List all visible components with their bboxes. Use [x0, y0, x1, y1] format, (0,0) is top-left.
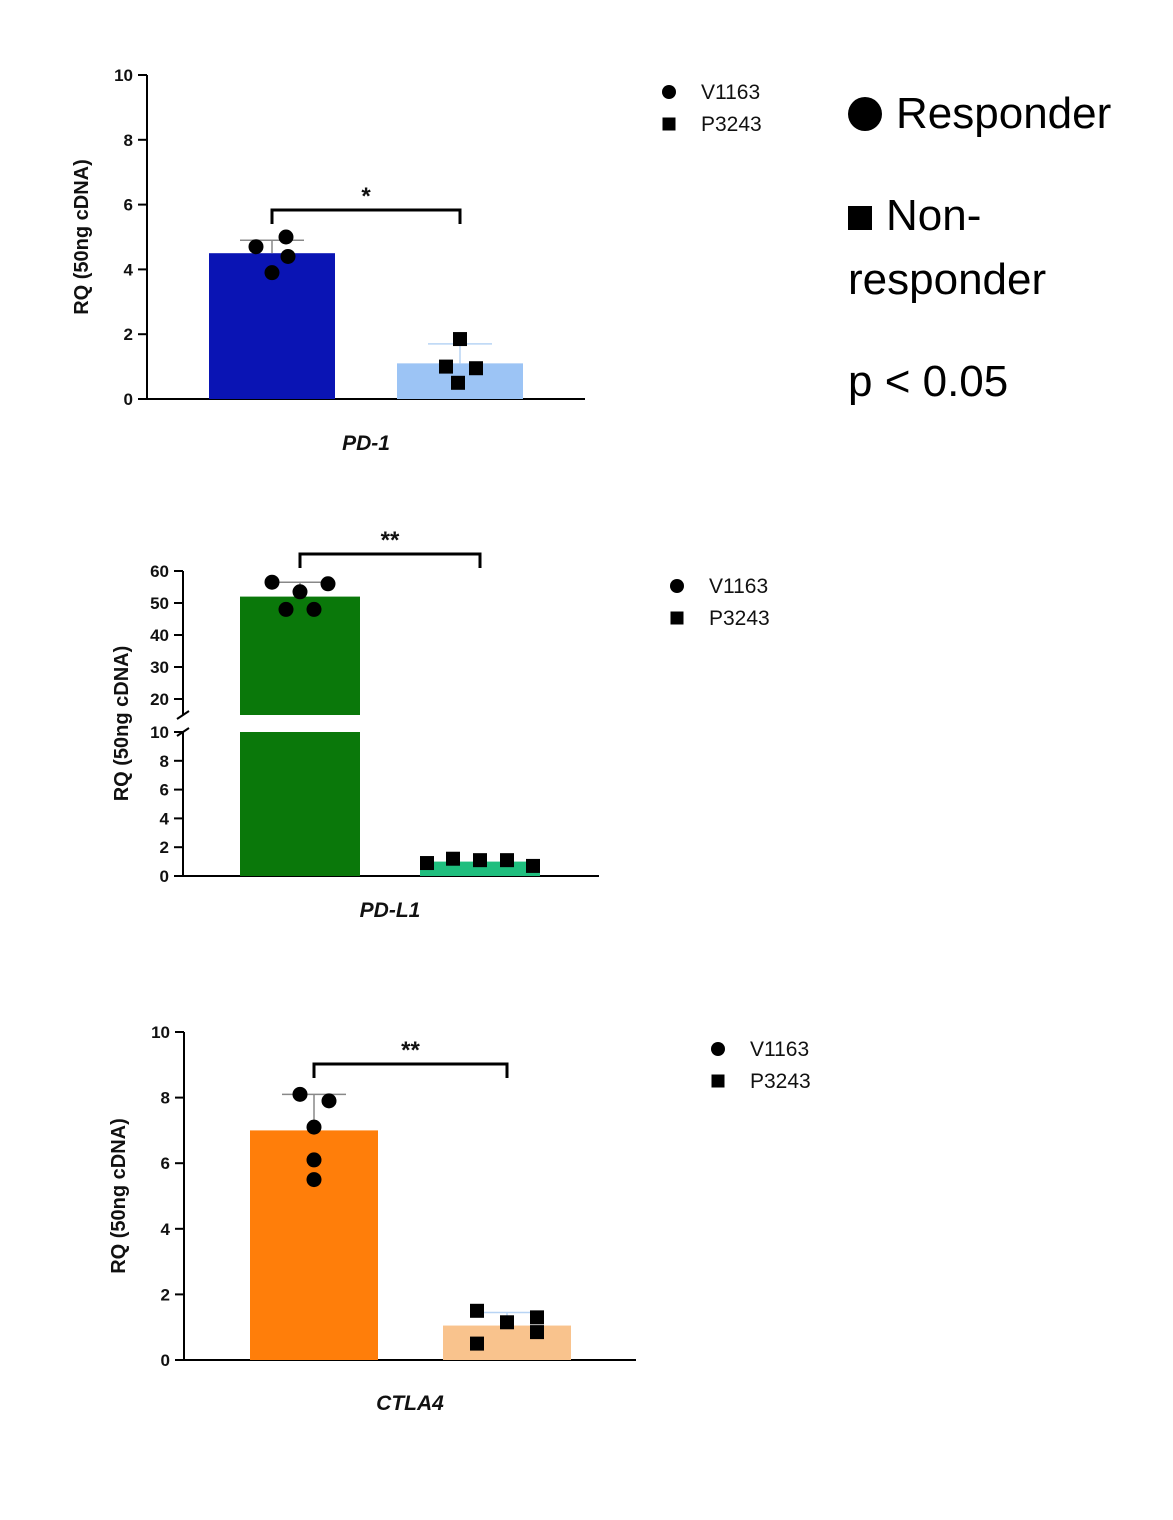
- ctla4-chart: 0 2 4 6 8 10 ** RQ (50ng cDNA) CTLA4 V1163 P3243: [108, 1023, 811, 1415]
- y-tick-label: 60: [150, 562, 169, 581]
- bar-p3243: [443, 1325, 571, 1360]
- y-tick-label: 0: [124, 390, 133, 409]
- legend-marker: [711, 1074, 725, 1088]
- y-tick-label: 6: [160, 781, 169, 800]
- data-point-p3243: [420, 856, 434, 871]
- data-point-p3243: [446, 851, 460, 866]
- bar-v1163: [250, 1130, 378, 1360]
- legend-label: P3243: [709, 607, 770, 630]
- legend-label: V1163: [709, 575, 768, 598]
- legend-marker: [711, 1042, 725, 1056]
- y-tick-label: 4: [160, 809, 170, 828]
- responder-note: Responder: [848, 82, 1111, 146]
- y-tick-label: 2: [124, 325, 133, 344]
- p-value-note: p < 0.05: [848, 350, 1008, 414]
- legend-label: V1163: [750, 1038, 809, 1061]
- x-gene-label: PD-1: [342, 432, 390, 455]
- significance-bracket: [270, 208, 462, 224]
- legend-marker: [662, 85, 676, 99]
- x-gene-label: PD-L1: [360, 899, 421, 922]
- bar-v1163-upper: [240, 596, 360, 715]
- y-tick-label: 30: [150, 658, 169, 677]
- bar-v1163-lower: [240, 732, 360, 876]
- data-point-v1163: [292, 1086, 308, 1102]
- non-responder-label: Non-responder: [848, 191, 1047, 304]
- significance-label: **: [381, 527, 400, 554]
- y-tick-label: 8: [160, 752, 169, 771]
- legend-marker: [670, 611, 684, 625]
- non-responder-note: Non-responder: [848, 184, 1148, 312]
- data-point-v1163: [306, 1119, 322, 1135]
- y-axis-title: RQ (50ng cDNA): [71, 159, 93, 315]
- y-axis-title: RQ (50ng cDNA): [108, 1118, 130, 1274]
- legend-marker: [662, 117, 676, 131]
- p-value-label: p < 0.05: [848, 357, 1009, 406]
- y-tick-label: 4: [124, 260, 134, 279]
- data-point-v1163: [248, 239, 264, 255]
- y-tick-label: 6: [124, 196, 133, 215]
- data-point-v1163: [306, 1172, 322, 1188]
- data-point-p3243: [530, 1325, 544, 1340]
- data-point-p3243: [451, 375, 465, 390]
- significance-bracket: [298, 552, 482, 568]
- significance-bracket: [312, 1062, 509, 1078]
- data-point-v1163: [320, 576, 336, 592]
- pdl1-chart: 20 30 40 50 60 0 2 4 6 8 10 ** RQ (50ng cDNA) PD-L1 V1…: [111, 527, 770, 922]
- y-tick-label: 10: [114, 66, 133, 85]
- data-point-p3243: [500, 1315, 514, 1330]
- data-point-v1163: [321, 1093, 337, 1109]
- data-point-p3243: [473, 853, 487, 868]
- data-point-v1163: [278, 601, 294, 617]
- axis-break-mark: [176, 710, 190, 720]
- y-tick-label: 40: [150, 626, 169, 645]
- data-point-p3243: [453, 332, 467, 347]
- y-tick-label: 10: [151, 1023, 170, 1042]
- circle-icon: [848, 97, 882, 131]
- legend-marker: [670, 579, 684, 593]
- data-point-v1163: [264, 574, 280, 590]
- x-gene-label: CTLA4: [376, 1392, 444, 1415]
- data-point-v1163: [306, 1152, 322, 1168]
- data-point-p3243: [470, 1336, 484, 1351]
- data-point-v1163: [306, 601, 322, 617]
- y-tick-label: 10: [150, 723, 169, 742]
- y-tick-label: 0: [160, 867, 169, 886]
- data-point-p3243: [470, 1303, 484, 1318]
- data-point-p3243: [530, 1310, 544, 1325]
- y-tick-label: 2: [160, 838, 169, 857]
- data-point-v1163: [280, 248, 296, 264]
- data-point-p3243: [500, 853, 514, 868]
- data-point-v1163: [292, 584, 308, 600]
- y-axis-title: RQ (50ng cDNA): [111, 646, 133, 802]
- y-tick-label: 8: [124, 131, 133, 150]
- legend-label: P3243: [701, 113, 762, 136]
- y-tick-label: 2: [161, 1285, 170, 1304]
- data-point-v1163: [278, 229, 294, 245]
- significance-label: *: [361, 183, 371, 210]
- y-tick-label: 6: [161, 1154, 170, 1173]
- significance-label: **: [401, 1037, 420, 1064]
- y-tick-label: 8: [161, 1089, 170, 1108]
- responder-label: Responder: [896, 89, 1112, 138]
- y-tick-label: 50: [150, 594, 169, 613]
- y-tick-label: 20: [150, 690, 169, 709]
- data-point-p3243: [526, 858, 540, 873]
- legend-label: V1163: [701, 81, 760, 104]
- y-tick-label: 0: [161, 1351, 170, 1370]
- y-tick-label: 4: [161, 1220, 171, 1239]
- data-point-p3243: [439, 359, 453, 374]
- data-point-p3243: [469, 361, 483, 376]
- square-icon: [848, 206, 872, 230]
- data-point-v1163: [264, 265, 280, 281]
- pd1-chart: 0 2 4 6 8 10 * RQ (50ng cDNA) PD-1 V1163 P3243: [71, 66, 762, 455]
- legend-label: P3243: [750, 1070, 811, 1093]
